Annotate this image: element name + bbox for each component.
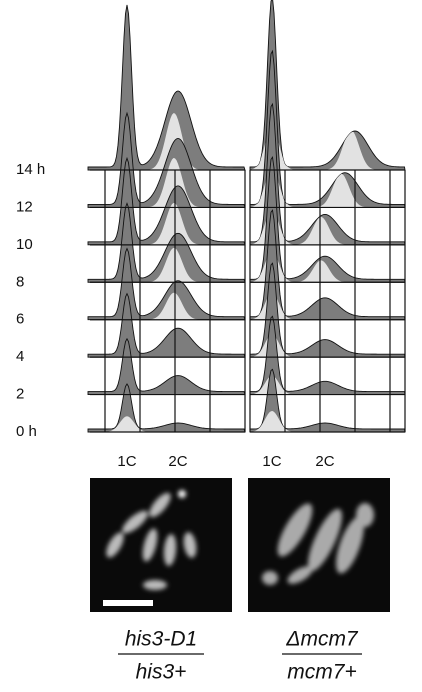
figure: 14 h 12 10 8 6 4 2 0 h 1C 2C his3-D1 his3+ 1C 2C Δmcm7… <box>0 0 422 692</box>
micrograph-right <box>248 478 390 612</box>
caption-top: his3-D1 <box>125 628 197 651</box>
peak-label: 1C <box>117 453 136 470</box>
caption-bottom: his3+ <box>136 661 187 684</box>
peak-label: 1C <box>262 453 281 470</box>
time-label: 10 <box>16 236 33 253</box>
micrograph-left <box>90 478 232 612</box>
time-label: 4 <box>16 348 24 365</box>
time-label: 12 <box>16 198 33 215</box>
time-label: 6 <box>16 311 24 328</box>
peak-label: 2C <box>168 453 187 470</box>
time-label: 8 <box>16 273 24 290</box>
time-label: 0 h <box>16 423 37 440</box>
histograms <box>88 0 405 432</box>
caption-bottom: mcm7+ <box>287 661 356 684</box>
peak-label: 2C <box>315 453 334 470</box>
time-label: 14 h <box>16 161 45 178</box>
time-label: 2 <box>16 386 24 403</box>
scale-bar <box>103 600 153 606</box>
caption-top: Δmcm7 <box>285 628 359 651</box>
